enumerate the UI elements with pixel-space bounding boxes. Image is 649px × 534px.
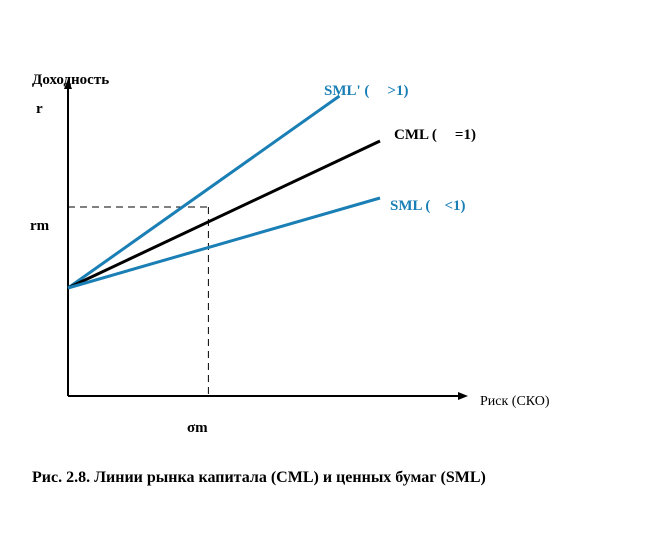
figure-caption: Рис. 2.8. Линии рынка капитала (CML) и ц… xyxy=(32,469,486,486)
series-line-sml-prime xyxy=(67,94,341,290)
market-portfolio-reference xyxy=(68,206,209,396)
axes xyxy=(64,79,468,400)
series-label-sml: SML (<1) xyxy=(390,198,465,214)
x-tick-sigma-m: σm xyxy=(187,420,208,436)
series-label-sml-prime: SML' (>1) xyxy=(324,83,408,99)
x-axis-label: Риск (СКО) xyxy=(480,394,550,409)
y-axis-arrow xyxy=(64,79,72,89)
y-tick-r: r xyxy=(36,101,43,117)
series-lines xyxy=(67,94,381,290)
x-axis-arrow xyxy=(458,392,468,400)
series-line-cml xyxy=(67,139,381,290)
y-tick-rm: rm xyxy=(30,218,50,234)
series-line-sml xyxy=(67,196,381,290)
series-label-cml: CML (=1) xyxy=(394,127,476,143)
y-axis-label: Доходность xyxy=(32,72,109,88)
